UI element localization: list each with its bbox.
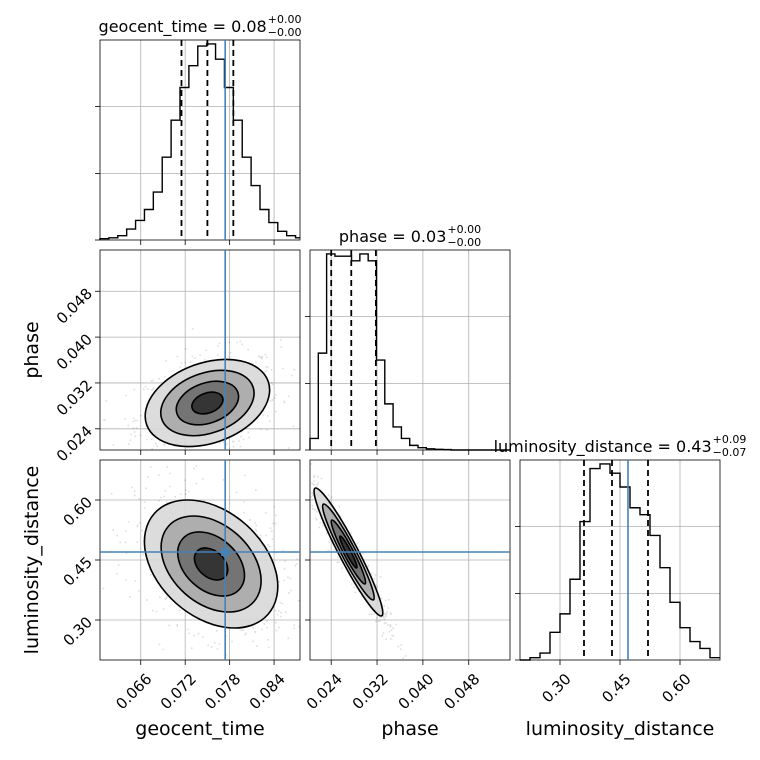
panel-geocent_time-phase [99, 249, 301, 451]
xtick-label-geocent_time-2: 0.078 [201, 670, 244, 713]
contour-phase-luminosity_distance-1 [321, 503, 375, 601]
density-geocent_time-phase [103, 328, 296, 450]
xtick-label-geocent_time-0: 0.066 [112, 670, 155, 713]
title-text-geocent_time: geocent_time = 0.08 [99, 17, 267, 37]
xlabel-geocent_time: geocent_time [135, 718, 264, 740]
ytick-label-luminosity_distance-2: 0.60 [60, 493, 96, 529]
ytick-label-luminosity_distance-0: 0.30 [60, 613, 96, 649]
contour-geocent_time-phase-0 [144, 358, 271, 448]
ytick-label-phase-1: 0.032 [53, 376, 96, 419]
xtick-label-geocent_time-3: 0.084 [246, 670, 289, 713]
contour-phase-luminosity_distance-2 [330, 519, 367, 585]
ytick-label-phase-3: 0.048 [53, 285, 96, 328]
xlabel-luminosity_distance: luminosity_distance [526, 718, 715, 740]
truth-marker-geocent_time-luminosity_distance [221, 548, 230, 556]
xtick-label-phase-1: 0.032 [349, 670, 392, 713]
panels [95, 39, 721, 661]
xtick-label-phase-0: 0.024 [303, 670, 346, 713]
title-geocent_time: geocent_time = 0.08 +0.00−0.00 [99, 13, 302, 39]
contour-geocent_time-luminosity_distance-0 [143, 499, 279, 629]
contour-geocent_time-phase-1 [159, 369, 255, 437]
hist-panel-luminosity_distance [515, 459, 721, 661]
density-level-geocent_time-luminosity_distance-3 [194, 547, 228, 580]
xtick-label-luminosity_distance-1: 0.45 [598, 670, 634, 706]
labels: 0.0240.0320.0400.048phase0.300.450.60lum… [21, 13, 746, 740]
xtick-label-phase-2: 0.040 [395, 670, 438, 713]
contour-geocent_time-phase-2 [175, 380, 240, 426]
ytick-label-phase-0: 0.024 [53, 422, 96, 465]
ytick-label-luminosity_distance-1: 0.45 [60, 553, 96, 589]
frame-phase [309, 249, 511, 451]
title-sub-luminosity_distance: −0.07 [713, 446, 747, 459]
frame-geocent_time-phase [99, 249, 301, 451]
ylabel-phase: phase [21, 321, 43, 378]
xtick-label-luminosity_distance-0: 0.30 [538, 670, 574, 706]
title-sup-phase: +0.00 [447, 223, 481, 236]
xtick-label-geocent_time-1: 0.072 [157, 670, 200, 713]
title-sub-phase: −0.00 [447, 236, 481, 249]
xlabel-phase: phase [381, 718, 438, 740]
title-text-luminosity_distance: luminosity_distance = 0.43 [494, 437, 712, 457]
title-sup-geocent_time: +0.00 [268, 13, 302, 26]
density-geocent_time-luminosity_distance [102, 460, 300, 656]
contour-geocent_time-phase-3 [191, 391, 224, 415]
histogram-geocent_time [99, 43, 300, 240]
xtick-label-luminosity_distance-2: 0.60 [658, 670, 694, 706]
frame-geocent_time [99, 39, 301, 241]
density-level-geocent_time-phase-3 [191, 392, 223, 414]
ylabel-luminosity_distance: luminosity_distance [21, 466, 43, 655]
hist-panel-geocent_time [95, 39, 301, 241]
ytick-label-phase-2: 0.040 [53, 330, 96, 373]
contour-phase-luminosity_distance-0 [313, 487, 384, 617]
panel-phase-luminosity_distance [309, 459, 511, 661]
title-text-phase: phase = 0.03 [339, 227, 446, 246]
contour-phase-luminosity_distance-3 [338, 535, 358, 569]
title-phase: phase = 0.03 +0.00−0.00 [339, 223, 481, 249]
marks [99, 40, 720, 661]
contour-geocent_time-luminosity_distance-2 [176, 531, 246, 597]
xtick-label-phase-3: 0.048 [440, 670, 483, 713]
histogram-phase [309, 253, 510, 451]
title-luminosity_distance: luminosity_distance = 0.43 +0.09−0.07 [494, 433, 747, 459]
contour-geocent_time-luminosity_distance-1 [160, 515, 262, 613]
hist-panel-phase [305, 249, 511, 451]
histogram-luminosity_distance [520, 463, 720, 661]
title-sup-luminosity_distance: +0.09 [713, 433, 747, 446]
title-sub-geocent_time: −0.00 [268, 26, 302, 39]
